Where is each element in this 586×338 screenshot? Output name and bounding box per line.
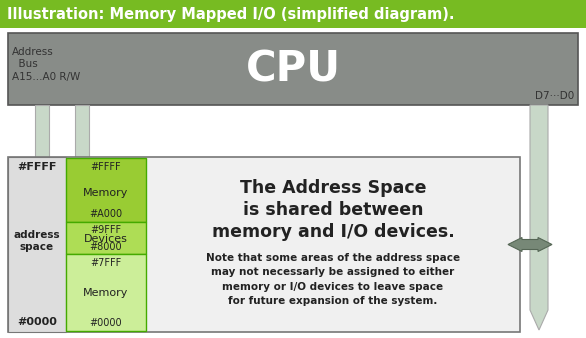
Text: address
space: address space [13, 230, 60, 252]
Bar [8, 33, 578, 105]
Text: CPU: CPU [246, 48, 340, 90]
Text: memory and I/O devices.: memory and I/O devices. [212, 223, 454, 241]
Text: #A000: #A000 [90, 209, 122, 219]
Text: Memory: Memory [83, 188, 129, 198]
Text: is shared between: is shared between [243, 201, 423, 219]
Text: Devices: Devices [84, 234, 128, 244]
Text: Illustration: Memory Mapped I/O (simplified diagram).: Illustration: Memory Mapped I/O (simplif… [7, 6, 455, 22]
Text: #FFFF: #FFFF [18, 162, 57, 172]
Text: #0000: #0000 [17, 317, 57, 327]
Text: Note that some areas of the address space
may not necessarly be assigned to eith: Note that some areas of the address spac… [206, 253, 460, 306]
Text: #FFFF: #FFFF [91, 162, 121, 172]
Bar [66, 254, 146, 331]
Bar [75, 105, 89, 157]
Text: #8000: #8000 [90, 242, 122, 252]
Text: #7FFF: #7FFF [90, 258, 122, 268]
Text: D7···D0: D7···D0 [535, 91, 574, 101]
Bar [66, 222, 146, 254]
Bar [66, 158, 146, 222]
Text: #0000: #0000 [90, 318, 122, 328]
Text: Address
  Bus
A15...A0 R/W: Address Bus A15...A0 R/W [12, 47, 80, 82]
Bar [8, 157, 520, 332]
Bar [8, 157, 66, 332]
Polygon shape [508, 238, 552, 251]
Text: The Address Space: The Address Space [240, 179, 426, 197]
Polygon shape [530, 105, 548, 330]
Bar [35, 105, 49, 157]
Text: #9FFF: #9FFF [90, 225, 121, 235]
Text: Memory: Memory [83, 288, 129, 297]
Bar [0, 0, 586, 28]
